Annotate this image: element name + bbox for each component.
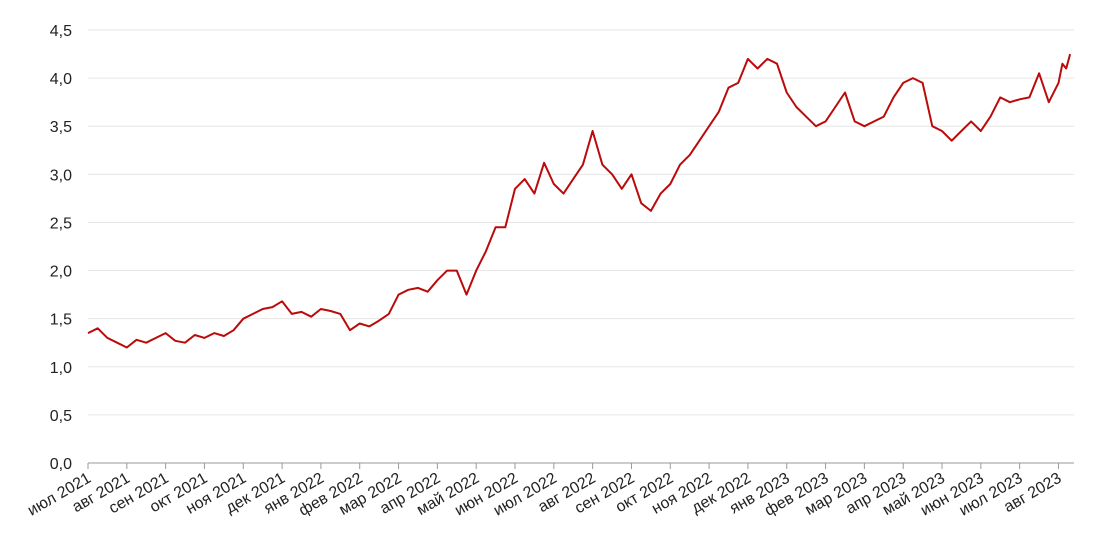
y-tick-label: 3,0 — [50, 167, 72, 184]
y-tick-label: 0,0 — [50, 456, 72, 473]
y-tick-label: 0,5 — [50, 408, 72, 425]
y-tick-label: 1,5 — [50, 312, 72, 329]
y-tick-label: 3,5 — [50, 119, 72, 136]
line — [87, 53, 1072, 349]
y-tick-label: 2,0 — [50, 264, 72, 281]
y-tick-label: 4,5 — [50, 23, 72, 40]
y-tick-label: 1,0 — [50, 360, 72, 377]
y-tick-label: 4,0 — [50, 71, 72, 88]
y-tick-label: 2,5 — [50, 215, 72, 232]
